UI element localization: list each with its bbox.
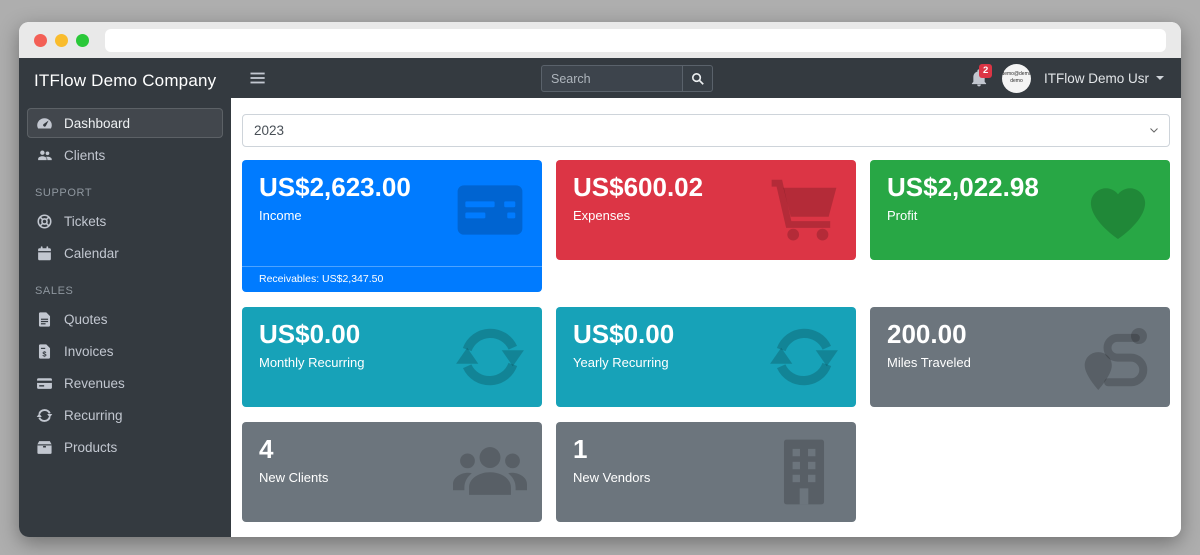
close-window-button[interactable] <box>34 33 47 47</box>
sync-icon <box>36 407 53 424</box>
sidebar-section-support: SUPPORT <box>35 187 93 199</box>
sidebar-section-sales: SALES <box>35 285 74 297</box>
search-icon <box>692 73 704 85</box>
sync-icon <box>453 320 527 394</box>
sidebar-item-tickets[interactable]: Tickets <box>27 206 223 236</box>
quote-file-icon <box>36 311 53 328</box>
card-value: 200.00 <box>887 319 967 349</box>
sidebar-item-label: Clients <box>64 147 106 163</box>
avatar-text: demo <box>1010 78 1023 84</box>
card-label: Expenses <box>573 207 631 223</box>
card-label: New Vendors <box>573 469 651 485</box>
life-ring-icon <box>36 213 53 230</box>
card-label: Monthly Recurring <box>259 354 365 370</box>
zoom-window-button[interactable] <box>76 33 89 47</box>
url-bar[interactable] <box>105 28 1166 52</box>
card-label: New Clients <box>259 469 329 485</box>
card-new-clients[interactable]: 4 New Clients <box>242 422 542 522</box>
top-navbar: 2 demo@demo demo ITFlow Demo Usr <box>231 58 1181 98</box>
building-icon <box>767 435 841 509</box>
avatar[interactable]: demo@demo demo <box>1001 63 1031 93</box>
sidebar-item-label: Products <box>64 439 118 455</box>
sync-icon <box>767 320 841 394</box>
search-bar <box>541 65 713 92</box>
chevron-down-icon <box>1156 76 1164 80</box>
sidebar-item-products[interactable]: Products <box>27 432 223 462</box>
avatar-text: demo@demo <box>1001 70 1031 77</box>
user-name: ITFlow Demo Usr <box>1043 70 1149 86</box>
search-input[interactable] <box>541 65 682 92</box>
minimize-window-button[interactable] <box>55 33 68 47</box>
sidebar-item-calendar[interactable]: Calendar <box>27 238 223 268</box>
credit-card-icon <box>453 173 527 247</box>
credit-card-icon <box>36 375 53 392</box>
sidebar-item-label: Recurring <box>64 407 123 423</box>
search-button[interactable] <box>682 65 713 92</box>
browser-chrome <box>19 22 1181 58</box>
card-label: Income <box>259 207 302 223</box>
dashboard-content: 2023 US$2,623.00 Income Receivables <box>231 98 1181 537</box>
sidebar-item-revenues[interactable]: Revenues <box>27 368 223 398</box>
sidebar-item-quotes[interactable]: Quotes <box>27 304 223 334</box>
sidebar-item-label: Calendar <box>64 245 119 261</box>
sidebar-item-dashboard[interactable]: Dashboard <box>27 108 223 138</box>
sidebar-item-invoices[interactable]: $ Invoices <box>27 336 223 366</box>
card-value: 4 <box>259 434 274 464</box>
card-label: Yearly Recurring <box>573 354 669 370</box>
invoice-dollar-icon: $ <box>36 343 53 360</box>
shopping-cart-icon <box>767 173 841 247</box>
card-value: 1 <box>573 434 588 464</box>
card-income[interactable]: US$2,623.00 Income Receivables: US$2,347… <box>242 160 542 292</box>
card-value: US$600.02 <box>573 172 704 202</box>
card-yearly-recurring[interactable]: US$0.00 Yearly Recurring <box>556 307 856 407</box>
hamburger-menu-icon[interactable] <box>248 68 268 88</box>
box-icon <box>36 439 53 456</box>
sidebar-item-label: Dashboard <box>64 115 131 131</box>
sidebar-item-recurring[interactable]: Recurring <box>27 400 223 430</box>
notification-count-badge: 2 <box>978 64 993 78</box>
browser-window: ITFlow Demo Company Dashboard Clients <box>19 22 1181 537</box>
brand-title[interactable]: ITFlow Demo Company <box>34 71 217 90</box>
sidebar-item-label: Revenues <box>64 375 125 391</box>
tachometer-icon <box>36 115 53 132</box>
card-value: US$2,022.98 <box>887 172 1039 202</box>
sidebar: ITFlow Demo Company Dashboard Clients <box>19 58 231 537</box>
users-icon <box>453 435 527 509</box>
card-label: Miles Traveled <box>887 354 971 370</box>
sidebar-menu: Dashboard Clients SUPPORT Tickets <box>19 100 231 464</box>
card-profit[interactable]: US$2,022.98 Profit <box>870 160 1170 260</box>
calendar-icon <box>36 245 53 262</box>
card-monthly-recurring[interactable]: US$0.00 Monthly Recurring <box>242 307 542 407</box>
route-icon <box>1081 320 1155 394</box>
card-label: Profit <box>887 207 918 223</box>
sidebar-item-clients[interactable]: Clients <box>27 140 223 170</box>
heart-icon <box>1081 173 1155 247</box>
notifications-button[interactable]: 2 <box>969 64 993 88</box>
sidebar-item-label: Quotes <box>64 311 108 327</box>
year-select[interactable]: 2023 <box>242 114 1170 147</box>
sidebar-item-label: Tickets <box>64 213 107 229</box>
card-miles-traveled[interactable]: 200.00 Miles Traveled <box>870 307 1170 407</box>
card-expenses[interactable]: US$600.02 Expenses <box>556 160 856 260</box>
card-value: US$0.00 <box>573 319 675 349</box>
svg-text:$: $ <box>42 349 47 358</box>
stat-cards-grid: US$2,623.00 Income Receivables: US$2,347… <box>242 160 1170 522</box>
card-new-vendors[interactable]: 1 New Vendors <box>556 422 856 522</box>
card-footer: Receivables: US$2,347.50 <box>242 266 542 292</box>
card-value: US$0.00 <box>259 319 361 349</box>
card-value: US$2,623.00 <box>259 172 411 202</box>
user-menu[interactable]: ITFlow Demo Usr <box>1044 71 1164 86</box>
users-icon <box>36 147 53 164</box>
sidebar-item-label: Invoices <box>64 343 114 359</box>
